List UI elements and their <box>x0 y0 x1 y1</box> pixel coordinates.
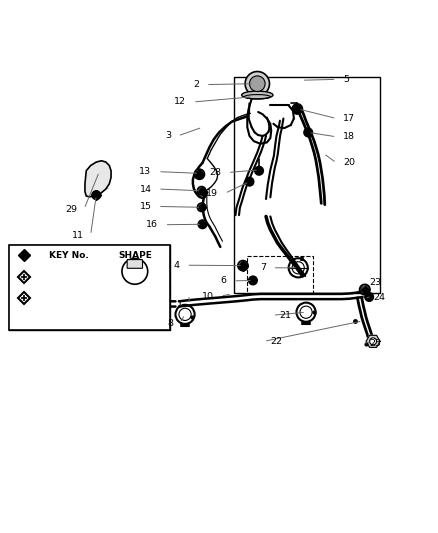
Bar <box>234 77 380 293</box>
Ellipse shape <box>242 91 273 99</box>
Circle shape <box>360 284 370 295</box>
Text: 2: 2 <box>194 80 199 89</box>
Text: 18: 18 <box>343 132 355 141</box>
Circle shape <box>365 293 374 301</box>
Circle shape <box>194 169 205 180</box>
Text: 20: 20 <box>343 158 355 167</box>
Text: 6: 6 <box>221 277 227 285</box>
Circle shape <box>245 177 254 186</box>
Text: 17: 17 <box>343 114 355 123</box>
Text: 4: 4 <box>174 261 180 270</box>
Text: 14: 14 <box>140 184 152 193</box>
Circle shape <box>304 128 313 137</box>
Circle shape <box>238 261 248 271</box>
Circle shape <box>197 203 206 212</box>
Text: 24: 24 <box>374 293 385 302</box>
Text: 7: 7 <box>260 263 266 272</box>
Text: 29: 29 <box>66 205 78 214</box>
Text: 10: 10 <box>202 292 214 301</box>
Circle shape <box>198 220 207 229</box>
Text: 8: 8 <box>167 319 173 328</box>
Circle shape <box>254 166 263 175</box>
Circle shape <box>92 191 101 199</box>
Circle shape <box>292 104 303 114</box>
Text: SHAPE: SHAPE <box>118 251 152 260</box>
Circle shape <box>197 187 206 195</box>
Text: 3: 3 <box>165 132 171 140</box>
Text: 11: 11 <box>72 231 84 240</box>
Text: 16: 16 <box>146 220 158 229</box>
Polygon shape <box>85 161 111 197</box>
Text: 1: 1 <box>177 300 184 309</box>
Circle shape <box>250 76 265 92</box>
Polygon shape <box>366 335 380 348</box>
Bar <box>247 256 313 293</box>
Text: 5: 5 <box>343 75 349 84</box>
Text: 22: 22 <box>270 337 283 346</box>
Text: 12: 12 <box>174 98 186 107</box>
Text: 19: 19 <box>206 189 218 198</box>
Circle shape <box>122 259 148 284</box>
Text: 23: 23 <box>369 278 381 287</box>
Circle shape <box>249 276 257 285</box>
Bar <box>9 245 170 329</box>
Text: 28: 28 <box>209 168 221 177</box>
Text: 15: 15 <box>140 202 152 211</box>
Text: KEY No.: KEY No. <box>49 251 88 260</box>
Circle shape <box>370 338 377 345</box>
Text: 25: 25 <box>369 339 381 348</box>
FancyBboxPatch shape <box>127 260 142 268</box>
Circle shape <box>245 71 269 96</box>
Text: 21: 21 <box>279 311 291 320</box>
Text: 13: 13 <box>139 167 152 176</box>
